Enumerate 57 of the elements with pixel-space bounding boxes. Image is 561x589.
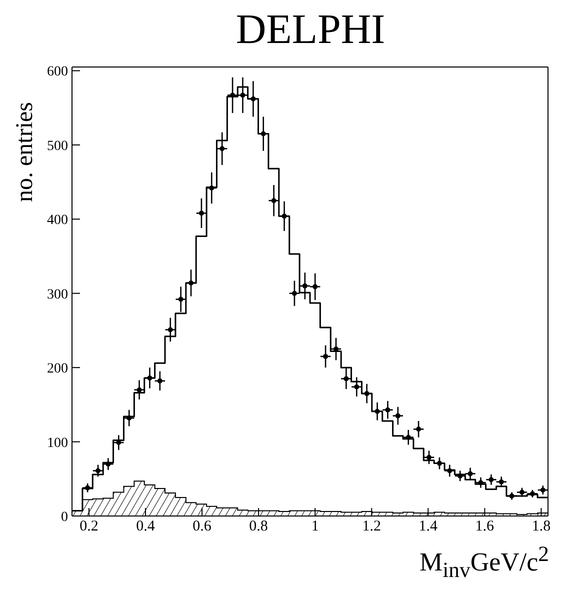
point <box>406 434 411 440</box>
point <box>478 480 484 486</box>
point <box>498 479 504 484</box>
point <box>374 408 380 414</box>
x-tick-label: 0.8 <box>249 518 268 535</box>
point <box>209 185 214 190</box>
point <box>147 375 152 380</box>
point <box>240 92 246 98</box>
point <box>136 387 142 392</box>
x-tick-label: 1.4 <box>418 518 438 535</box>
x-tick-label: 1.6 <box>475 518 495 535</box>
point <box>250 96 256 102</box>
point <box>188 280 194 286</box>
x-tick-label: 0.2 <box>80 518 98 535</box>
y-tick-label: 0 <box>61 510 68 525</box>
y-tick-label: 100 <box>47 436 68 451</box>
x-tick-label: 0.6 <box>192 518 212 535</box>
point <box>385 407 390 412</box>
point <box>344 376 349 382</box>
point <box>96 468 101 474</box>
point <box>260 131 266 136</box>
point <box>292 290 297 296</box>
point <box>447 468 452 474</box>
point <box>271 198 276 204</box>
x-tick-label: 1 <box>311 518 319 535</box>
x-tick-label: 1.8 <box>532 518 551 535</box>
point <box>488 477 494 482</box>
point <box>354 384 360 390</box>
y-tick-label: 200 <box>47 362 68 377</box>
point <box>436 460 442 466</box>
point <box>178 296 184 302</box>
point <box>468 471 473 476</box>
y-tick-label: 600 <box>47 64 68 80</box>
point <box>364 391 370 396</box>
y-tick-label: 400 <box>47 213 68 228</box>
point <box>157 378 162 384</box>
point <box>302 283 308 288</box>
point <box>395 413 400 418</box>
y-axis-title: no. entries <box>12 102 38 202</box>
point <box>106 462 111 467</box>
x-tick-label: 0.4 <box>136 518 156 535</box>
point <box>126 416 132 421</box>
point <box>168 327 173 332</box>
point <box>282 214 287 219</box>
y-tick-label: 500 <box>47 138 68 154</box>
point <box>312 284 318 290</box>
y-tick-label: 300 <box>47 287 68 302</box>
point <box>426 454 432 460</box>
chart-title: DELPHI <box>234 7 386 53</box>
x-tick-label: 1.2 <box>362 518 381 535</box>
point <box>220 146 225 152</box>
x-axis-title: M$_{inv}$GeV/c$^{2}$ <box>418 542 550 583</box>
point <box>230 92 236 98</box>
point <box>198 210 204 216</box>
point <box>458 473 463 478</box>
point <box>323 354 328 359</box>
point <box>416 426 422 432</box>
